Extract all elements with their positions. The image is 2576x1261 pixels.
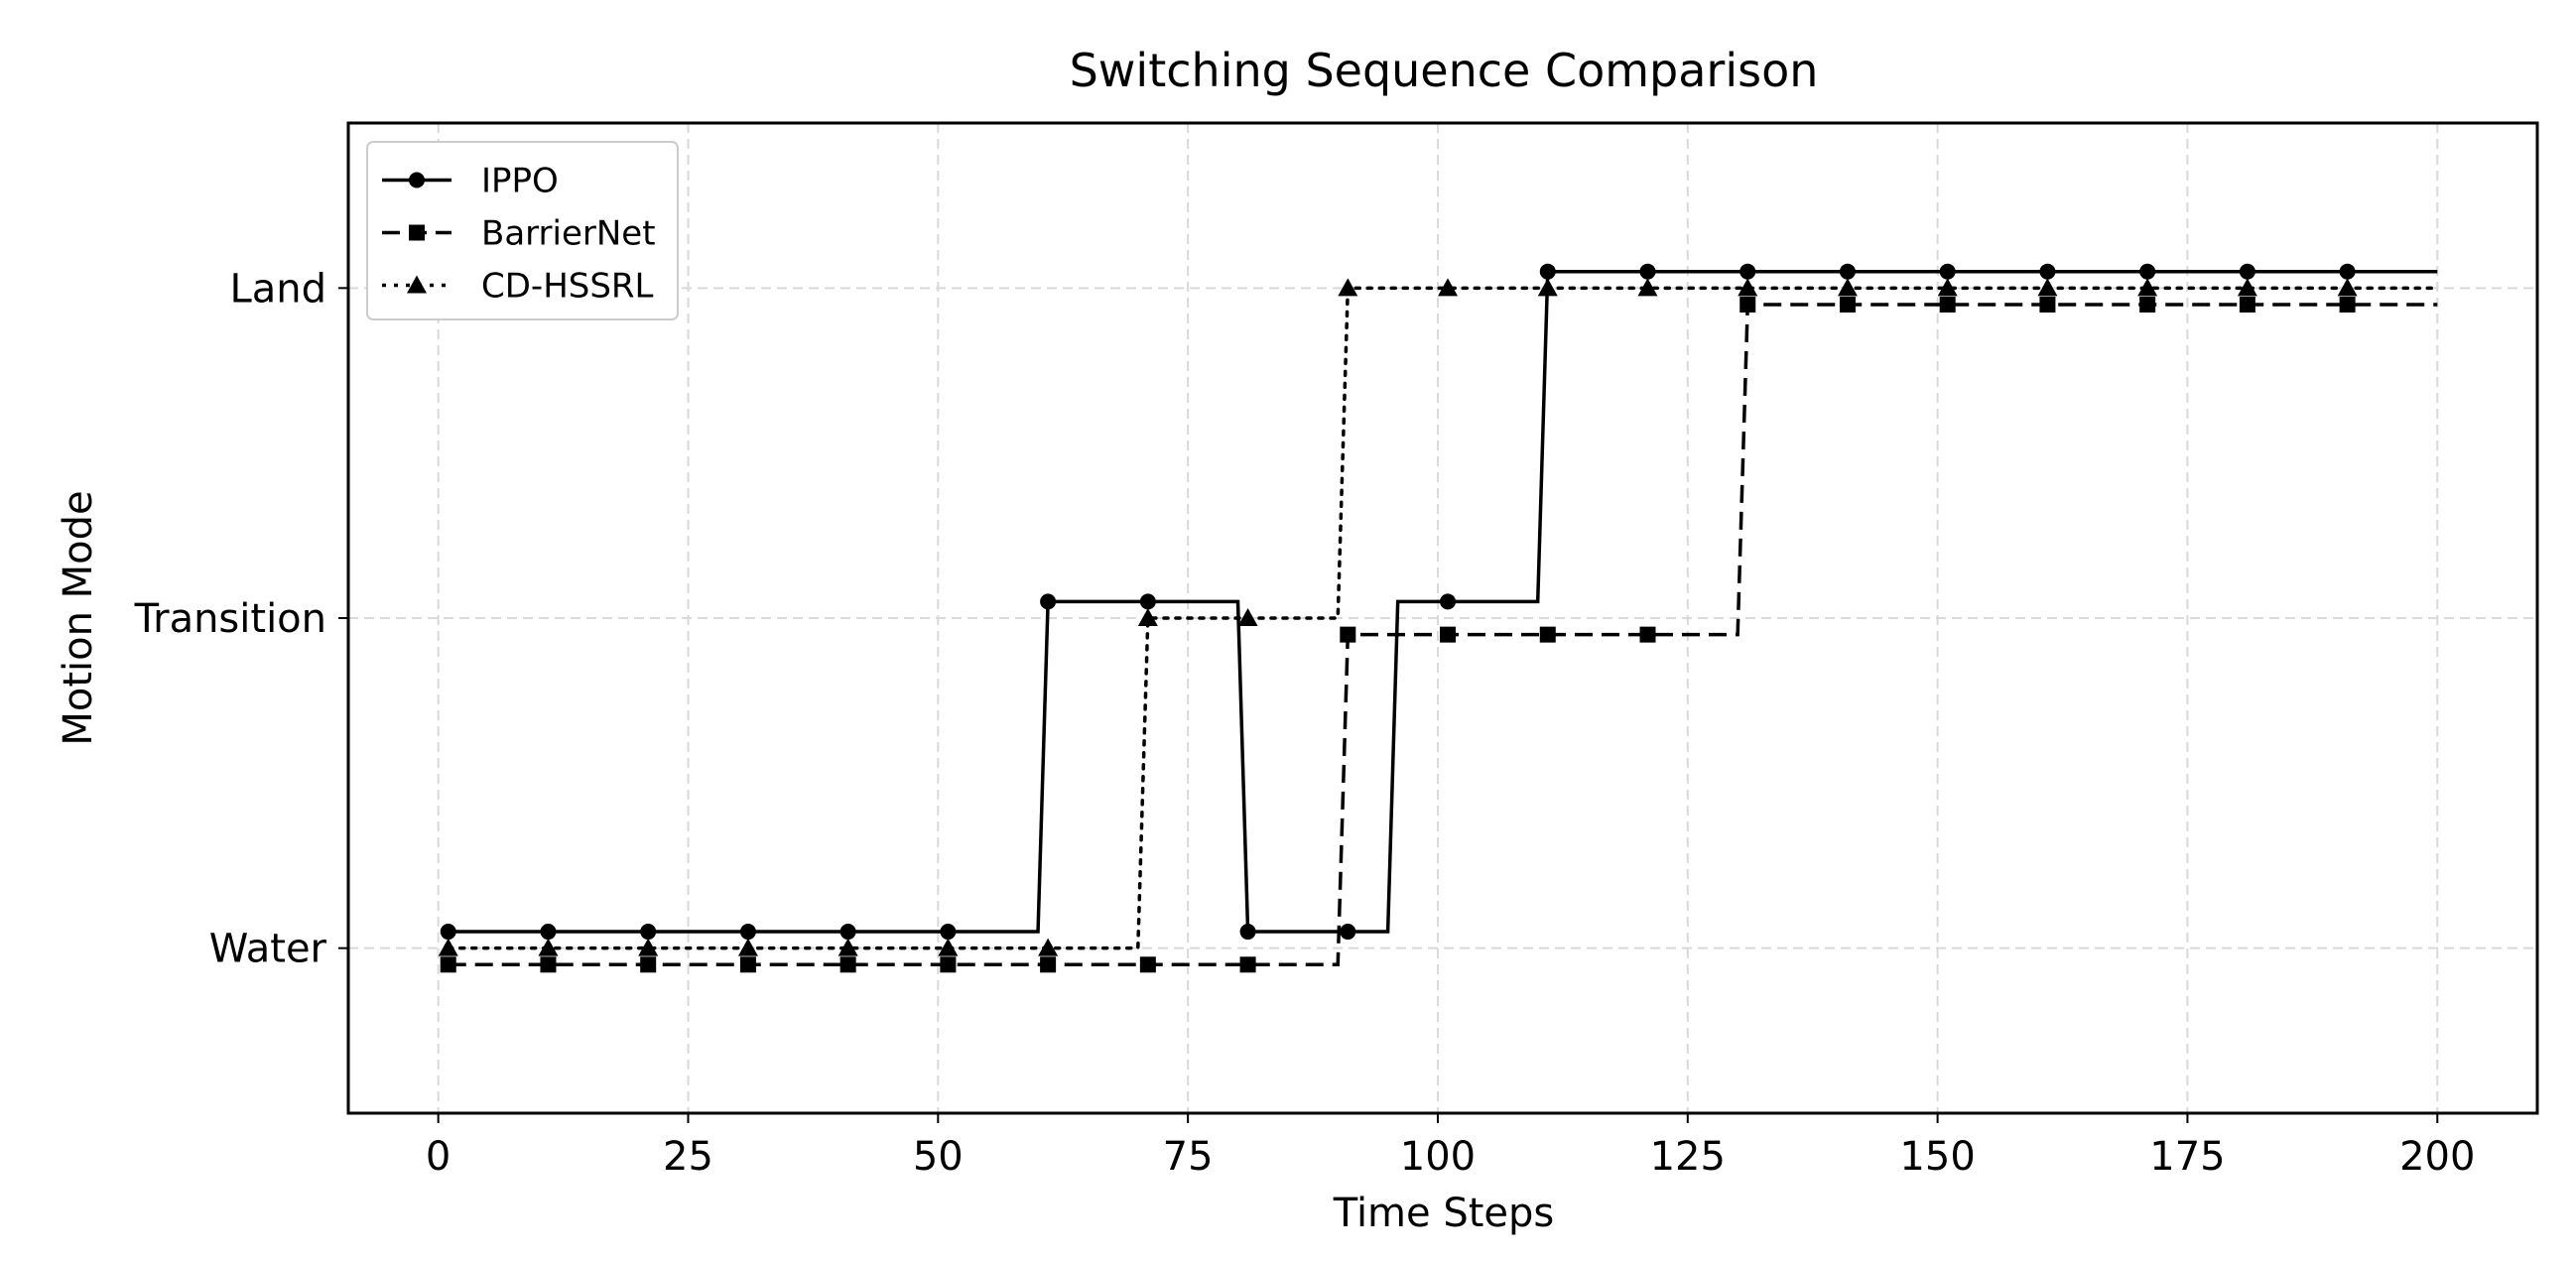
legend-label: CD-HSSRL [481,267,654,307]
data-point-marker [1539,626,1556,643]
x-tick-label: 25 [663,1134,713,1180]
data-point-marker [739,924,756,941]
data-point-marker [1839,296,1856,313]
chart-title: Switching Sequence Comparison [1070,44,1819,97]
data-point-marker [538,938,559,956]
series-barriernet [440,296,2438,973]
legend-entry: CD-HSSRL [382,267,654,307]
data-point-marker [2039,296,2056,313]
data-point-marker [940,956,957,973]
legend: IPPO BarrierNet CD-HSSRL [366,141,679,320]
data-point-marker [2237,278,2257,297]
data-point-marker [1340,626,1356,643]
legend-entry: BarrierNet [382,214,656,254]
data-point-marker [839,956,856,973]
data-point-marker [1338,278,1358,297]
legend-marker [407,275,427,294]
data-point-marker [640,924,657,941]
data-point-marker [2039,263,2056,280]
x-tick-label: 75 [1163,1134,1214,1180]
x-tick-label: 50 [913,1134,964,1180]
data-point-marker [1139,593,1156,610]
data-point-marker [739,956,756,973]
data-point-marker [1738,278,1758,297]
data-point-marker [2337,278,2358,297]
data-point-marker [1637,278,1658,297]
data-point-marker [440,956,456,973]
data-point-marker [638,938,659,956]
y-axis-label: Motion Mode [56,490,101,745]
data-point-marker [1040,956,1057,973]
data-point-marker [540,924,557,941]
data-point-marker [1639,626,1656,643]
data-point-marker [2037,278,2058,297]
data-point-marker [737,938,758,956]
data-point-marker [1139,956,1156,973]
data-point-marker [1939,296,1956,313]
data-point-marker [1839,263,1856,280]
data-point-marker [2239,263,2255,280]
data-point-marker [2239,296,2255,313]
data-point-marker [1939,263,1956,280]
data-point-marker [837,938,858,956]
data-point-marker [2139,263,2156,280]
data-point-marker [2137,278,2158,297]
data-point-marker [1340,924,1356,941]
data-point-marker [1837,278,1858,297]
x-tick-label: 0 [426,1134,451,1180]
y-tick-label: Land [229,266,326,312]
x-axis-label: Time Steps [1333,1191,1555,1236]
data-point-marker [540,956,557,973]
data-point-marker [1440,626,1457,643]
data-point-marker [938,938,959,956]
data-point-marker [438,938,458,956]
legend-label: IPPO [481,162,559,201]
data-point-marker [1537,278,1558,297]
legend-marker [409,224,425,241]
data-point-marker [1239,924,1256,941]
x-tick-label: 200 [2399,1134,2475,1180]
data-point-marker [1639,263,1656,280]
data-point-marker [2139,296,2156,313]
y-tick-label: Transition [134,596,326,642]
data-point-marker [1438,278,1459,297]
series-layer [438,263,2440,973]
data-point-marker [640,956,657,973]
data-point-marker [1739,263,1756,280]
x-tick-label: 150 [1899,1134,1975,1180]
series-line [448,269,2438,934]
x-tick-label: 125 [1650,1134,1726,1180]
data-point-marker [2339,296,2356,313]
data-point-marker [1137,608,1158,626]
data-point-marker [940,924,957,941]
series-line [446,286,2440,950]
x-tick-label: 175 [2149,1134,2225,1180]
data-point-marker [1937,278,1958,297]
data-point-marker [1239,956,1256,973]
data-point-marker [1440,593,1457,610]
data-point-marker [1038,938,1059,956]
legend-marker [409,172,425,189]
y-tick-label: Water [209,927,327,972]
series-cd-hssrl [438,278,2440,956]
legend-box [366,141,679,320]
data-point-marker [1539,263,1556,280]
data-point-marker [440,924,456,941]
data-point-marker [839,924,856,941]
x-tick-label: 100 [1400,1134,1476,1180]
data-point-marker [1739,296,1756,313]
legend-entry: IPPO [382,162,559,201]
data-point-marker [1040,593,1057,610]
data-point-marker [2339,263,2356,280]
data-point-marker [1237,608,1258,626]
series-ippo [440,263,2438,941]
axis-ticks: 0 25 50 75 100 125 150 175 200 Water Transition Lan… [134,266,2476,1180]
legend-label: BarrierNet [481,214,656,254]
